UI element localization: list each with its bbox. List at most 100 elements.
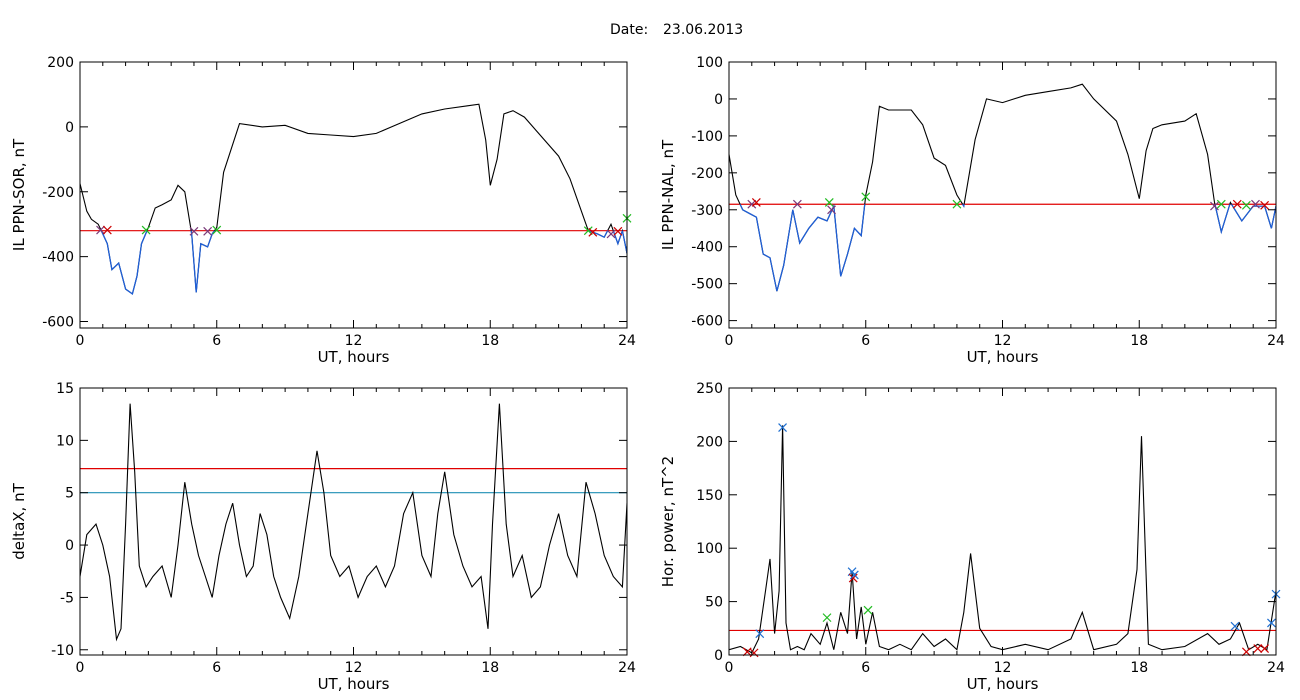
date-value: 23.06.2013 xyxy=(663,22,743,38)
chart-nal-marker-1 xyxy=(751,197,761,207)
chart-nal-series-line xyxy=(729,83,1276,292)
figure-header: Date: 23.06.2013 xyxy=(610,22,743,38)
chart-deltax-xtick-label-0: 0 xyxy=(76,660,85,676)
chart-power-marker-12 xyxy=(1260,644,1270,654)
chart-sor-marker-5 xyxy=(212,225,222,235)
chart-sor-marker-8 xyxy=(606,229,616,239)
chart-nal-xtick-label-3: 18 xyxy=(1130,333,1148,349)
chart-nal-below-threshold-line xyxy=(739,204,1276,292)
chart-panel-deltax: 0 6 12 18 24 15 10 5 0 -5 -10 UT, hours deltaX, nT xyxy=(10,381,636,693)
chart-nal-ytick-label-2: -100 xyxy=(691,129,723,145)
chart-nal-ytick-label-6: -500 xyxy=(691,277,723,293)
chart-nal-ytick-label-3: -200 xyxy=(691,166,723,182)
chart-sor-marker-7 xyxy=(588,227,598,237)
chart-deltax-ytick-label-2: 5 xyxy=(65,486,74,502)
chart-sor-ytick-label-1: 0 xyxy=(65,120,74,136)
chart-nal-marker-7 xyxy=(1210,201,1219,211)
chart-power-marker-6 xyxy=(848,573,858,583)
chart-deltax-xtick-label-1: 6 xyxy=(212,660,221,676)
chart-deltax-ytick-label-5: -10 xyxy=(51,643,74,659)
chart-nal-marker-0 xyxy=(747,199,757,209)
chart-nal-ytick-label-7: -600 xyxy=(691,314,723,330)
chart-power-xtick-label-4: 24 xyxy=(1267,660,1285,676)
chart-deltax-series-line xyxy=(80,403,627,642)
chart-power-ytick-label-2: 150 xyxy=(696,488,723,504)
chart-power-marker-7 xyxy=(849,570,859,580)
chart-nal-frame xyxy=(728,61,1277,329)
chart-power-marker-10 xyxy=(1241,647,1251,657)
date-label: Date: xyxy=(610,22,648,38)
chart-deltax-xtick-label-2: 12 xyxy=(345,660,363,676)
chart-power-xlabel: UT, hours xyxy=(967,675,1039,693)
chart-sor-below-threshold-line xyxy=(100,230,627,295)
chart-sor-xtick-label-3: 18 xyxy=(481,333,499,349)
chart-deltax-xtick-label-3: 18 xyxy=(481,660,499,676)
chart-power-marker-11 xyxy=(1253,644,1263,654)
chart-nal-marker-9 xyxy=(1232,199,1242,209)
chart-power-marker-1 xyxy=(749,648,759,658)
chart-power-ytick-label-0: 250 xyxy=(696,381,723,397)
chart-nal-ytick-label-4: -300 xyxy=(691,203,723,219)
chart-nal-xtick-label-0: 0 xyxy=(725,333,734,349)
chart-sor-xtick-label-0: 0 xyxy=(76,333,85,349)
chart-sor-marker-1 xyxy=(102,225,112,235)
chart-sor-xlabel: UT, hours xyxy=(318,348,390,366)
chart-nal-marker-6 xyxy=(952,199,962,209)
chart-power-ylabel: Hor. power, nT^2 xyxy=(659,456,677,587)
chart-power-marker-3 xyxy=(778,423,787,432)
chart-sor-marker-4 xyxy=(203,226,213,236)
chart-nal-marker-4 xyxy=(827,205,836,215)
chart-nal-xtick-label-1: 6 xyxy=(861,333,870,349)
chart-power-xtick-label-3: 18 xyxy=(1130,660,1148,676)
chart-power-xtick-label-0: 0 xyxy=(725,660,734,676)
chart-deltax-ytick-label-1: 10 xyxy=(56,433,74,449)
chart-sor-xtick-label-1: 6 xyxy=(212,333,221,349)
chart-sor-ytick-label-4: -600 xyxy=(42,315,74,331)
chart-nal-marker-5 xyxy=(861,192,871,202)
chart-power-frame xyxy=(728,387,1277,656)
chart-power-marker-8 xyxy=(863,605,873,615)
chart-panel-power: 0 6 12 18 24 250 200 150 100 50 0 UT, hours Hor. pow… xyxy=(659,381,1285,693)
chart-sor-ylabel: IL PPN-SOR, nT xyxy=(10,138,28,251)
chart-power-marker-2 xyxy=(755,629,765,639)
chart-deltax-xlabel: UT, hours xyxy=(318,675,390,693)
chart-nal-xtick-label-2: 12 xyxy=(994,333,1012,349)
chart-deltax-ytick-label-3: 0 xyxy=(65,538,74,554)
chart-sor-xtick-label-2: 12 xyxy=(345,333,363,349)
chart-sor-xtick-label-4: 24 xyxy=(618,333,636,349)
chart-power-marker-13 xyxy=(1267,618,1276,628)
chart-nal-marker-12 xyxy=(1260,200,1270,210)
chart-power-marker-9 xyxy=(1230,621,1240,631)
chart-nal-ylabel: IL PPN-NAL, nT xyxy=(659,139,677,250)
chart-sor-ytick-label-0: 200 xyxy=(47,55,74,71)
chart-panel-sor: 0 6 12 18 24 200 0 -200 -400 -600 UT, hours IL PPN-… xyxy=(10,55,636,366)
chart-power-ytick-label-5: 0 xyxy=(714,648,723,664)
chart-sor-frame xyxy=(79,61,628,329)
chart-nal-marker-11 xyxy=(1251,199,1260,209)
chart-power-marker-4 xyxy=(822,613,832,623)
chart-nal-ytick-label-0: 100 xyxy=(696,55,723,71)
chart-nal-ytick-label-5: -400 xyxy=(691,240,723,256)
chart-power-series-line xyxy=(729,425,1276,654)
chart-power-xtick-label-2: 12 xyxy=(994,660,1012,676)
chart-sor-marker-2 xyxy=(141,225,151,235)
chart-deltax-ytick-label-0: 15 xyxy=(56,381,74,397)
chart-power-ytick-label-1: 200 xyxy=(696,434,723,450)
chart-panel-nal: 0 6 12 18 24 100 0 -100 -200 -300 -400 -500 -600 UT, … xyxy=(659,55,1285,366)
chart-deltax-frame xyxy=(79,387,628,656)
chart-deltax-ylabel: deltaX, nT xyxy=(10,482,28,559)
chart-deltax-ytick-label-4: -5 xyxy=(60,590,74,606)
chart-sor-marker-3 xyxy=(189,226,199,236)
chart-nal-marker-3 xyxy=(824,197,834,207)
chart-power-xtick-label-1: 6 xyxy=(861,660,870,676)
chart-nal-marker-8 xyxy=(1216,199,1226,209)
chart-nal-marker-10 xyxy=(1241,200,1251,210)
chart-sor-ytick-label-2: -200 xyxy=(42,185,74,201)
chart-deltax-xtick-label-4: 24 xyxy=(618,660,636,676)
chart-power-ytick-label-4: 50 xyxy=(705,595,723,611)
chart-nal-marker-2 xyxy=(792,199,802,209)
chart-sor-ytick-label-3: -400 xyxy=(42,250,74,266)
chart-power-ytick-label-3: 100 xyxy=(696,541,723,557)
chart-sor-series-line xyxy=(80,103,627,295)
